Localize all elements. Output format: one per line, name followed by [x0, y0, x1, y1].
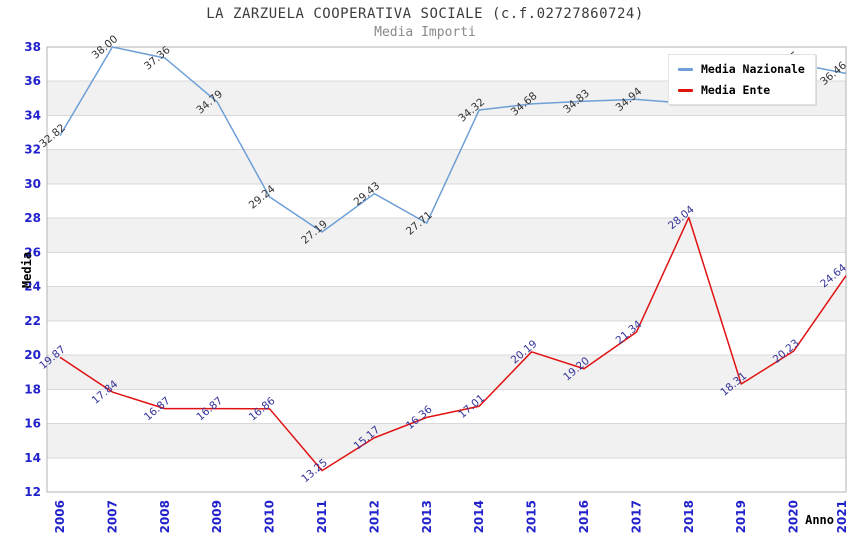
y-tick-label: 12	[24, 485, 41, 499]
x-tick-label: 2011	[315, 500, 329, 533]
x-tick-label: 2013	[420, 500, 434, 533]
x-axis-label: Anno	[805, 513, 834, 527]
legend-label: Media Ente	[701, 83, 771, 97]
x-tick-label: 2012	[367, 500, 381, 533]
chart-title: LA ZARZUELA COOPERATIVA SOCIALE (c.f.027…	[206, 6, 644, 22]
y-tick-label: 24	[24, 280, 41, 294]
x-tick-label: 2006	[53, 500, 67, 533]
y-tick-label: 18	[24, 382, 41, 396]
legend-swatch-blue-line-icon	[678, 67, 693, 71]
x-tick-label: 2017	[629, 500, 643, 533]
y-tick-label: 36	[24, 74, 41, 88]
x-tick-label: 2015	[525, 500, 539, 533]
y-tick-label: 30	[24, 177, 41, 191]
y-tick-label: 26	[24, 245, 41, 259]
y-tick-label: 32	[24, 143, 41, 157]
grid-lines	[47, 80, 846, 459]
y-tick-label: 38	[24, 40, 41, 54]
legend-item-media-nazionale: Media Nazionale	[678, 62, 805, 76]
y-tick-label: 14	[24, 451, 41, 465]
chart-subtitle: Media Importi	[374, 25, 476, 40]
plot-bands	[47, 47, 846, 492]
y-tick-label: 34	[24, 108, 41, 122]
y-tick-labels: 12 14 16 18 20 22 24 26 28 30 32 34 36 38	[24, 40, 41, 499]
y-tick-label: 20	[24, 348, 41, 362]
y-tick-label: 28	[24, 211, 41, 225]
series-line-media-ente	[59, 216, 847, 472]
legend-item-media-ente: Media Ente	[678, 83, 805, 97]
plot-frame	[46, 46, 847, 493]
x-tick-label: 2021	[835, 500, 849, 533]
legend-label: Media Nazionale	[701, 62, 805, 76]
y-tick-label: 22	[24, 314, 41, 328]
x-tick-label: 2010	[263, 500, 277, 533]
x-tick-label: 2009	[210, 500, 224, 533]
legend-swatch-red-line-icon	[678, 88, 693, 92]
x-tick-label: 2007	[105, 500, 119, 533]
x-tick-label: 2016	[577, 500, 591, 533]
x-tick-label: 2014	[472, 500, 486, 533]
y-tick-label: 16	[24, 417, 41, 431]
x-tick-label: 2008	[158, 500, 172, 533]
x-tick-label: 2018	[682, 500, 696, 533]
chart-legend: Media Nazionale Media Ente	[668, 54, 816, 105]
x-tick-label: 2020	[787, 500, 801, 533]
x-tick-labels: 2006 2007 2008 2009 2010 2011 2012 2013 2014 2015…	[53, 500, 849, 533]
x-tick-label: 2019	[734, 500, 748, 533]
y-axis-label: Media	[20, 251, 34, 289]
